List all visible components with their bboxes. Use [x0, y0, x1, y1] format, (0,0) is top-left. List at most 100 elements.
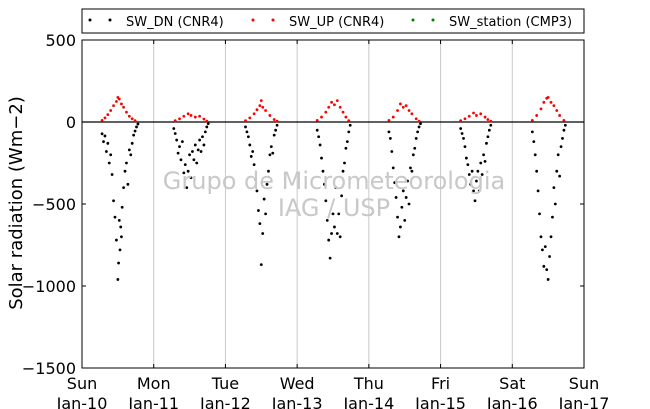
watermark-line-1: Grupo de Micrometeorologia — [163, 167, 505, 195]
data-point — [321, 169, 325, 173]
data-point — [186, 112, 190, 116]
data-point — [257, 209, 260, 212]
data-point — [173, 132, 177, 135]
data-point — [133, 129, 137, 133]
y-tick-label: 500 — [45, 31, 76, 50]
legend-label: SW_DN (CNR4) — [126, 15, 224, 30]
data-point — [120, 205, 124, 209]
data-point — [558, 114, 562, 117]
data-point — [396, 215, 399, 219]
data-point — [543, 245, 547, 249]
data-point — [539, 235, 543, 239]
data-point — [541, 248, 544, 252]
data-point — [189, 176, 193, 180]
data-point — [473, 199, 477, 203]
data-point — [136, 122, 140, 126]
data-point — [115, 100, 118, 103]
data-point — [264, 212, 267, 216]
watermark-line-2: IAG / USP — [278, 194, 390, 222]
data-point — [563, 123, 567, 127]
data-point — [419, 122, 422, 126]
data-point — [107, 161, 111, 165]
data-point — [188, 153, 191, 157]
data-point — [135, 125, 138, 129]
data-point — [185, 186, 189, 190]
data-point — [248, 116, 252, 120]
data-point — [483, 159, 487, 163]
data-point — [549, 100, 553, 104]
data-point — [248, 143, 252, 147]
data-point — [258, 222, 262, 226]
x-tick-label-day: Thu — [353, 374, 384, 393]
x-tick-label-day: Sun — [569, 374, 599, 393]
data-point — [483, 115, 487, 119]
data-point — [546, 96, 550, 99]
data-point — [327, 105, 331, 109]
data-point — [347, 130, 351, 134]
data-point — [470, 169, 474, 173]
data-point — [175, 138, 179, 142]
data-point — [267, 169, 270, 173]
data-point — [269, 145, 273, 149]
data-point — [100, 132, 104, 136]
data-point — [530, 118, 534, 122]
data-point — [265, 182, 269, 186]
y-tick-label: 0 — [66, 113, 76, 132]
x-tick-label-date: Jan-15 — [414, 394, 466, 409]
data-point — [251, 150, 255, 153]
data-point — [172, 127, 176, 130]
x-tick-label-date: Jan-17 — [558, 394, 610, 409]
data-point — [333, 225, 336, 229]
data-point — [272, 118, 276, 121]
data-point — [480, 173, 484, 176]
data-point — [268, 153, 272, 157]
data-point — [338, 105, 342, 109]
y-tick-label: −500 — [32, 195, 76, 214]
data-point — [183, 163, 187, 167]
data-point — [181, 140, 184, 144]
data-point — [459, 127, 463, 130]
data-point — [396, 109, 399, 112]
data-point — [264, 109, 267, 112]
data-point — [486, 135, 490, 139]
data-point — [317, 135, 321, 139]
data-point — [315, 118, 319, 122]
data-point — [104, 150, 108, 153]
data-point — [133, 119, 137, 123]
grid-lines — [153, 40, 513, 368]
data-point — [535, 169, 539, 173]
data-point — [555, 169, 559, 173]
data-point — [325, 219, 329, 222]
data-point — [178, 117, 181, 121]
data-point — [244, 119, 247, 123]
data-point — [202, 143, 206, 147]
data-point — [112, 104, 115, 107]
legend-box — [81, 8, 585, 34]
data-point — [120, 102, 123, 106]
data-point — [249, 155, 253, 158]
data-point — [485, 141, 488, 145]
legend-marker — [271, 18, 275, 22]
data-point — [552, 104, 556, 107]
data-point — [102, 140, 105, 144]
x-tick-label-date: Jan-10 — [56, 394, 108, 409]
data-point — [388, 137, 392, 140]
data-point — [401, 105, 405, 109]
data-point — [393, 181, 397, 185]
data-point — [122, 105, 125, 109]
data-point — [472, 111, 475, 115]
data-point — [548, 255, 551, 258]
x-tick-label-date: Jan-11 — [127, 394, 179, 409]
data-point — [477, 189, 481, 193]
data-point — [460, 132, 464, 135]
x-tick-label-date: Jan-13 — [271, 394, 323, 409]
data-point — [205, 125, 209, 129]
data-point — [120, 235, 123, 239]
data-point — [193, 115, 197, 119]
legend-marker — [251, 18, 255, 22]
data-point — [464, 156, 468, 160]
data-point — [546, 278, 550, 281]
data-point — [259, 263, 263, 267]
data-point — [182, 171, 186, 175]
data-point — [348, 123, 352, 127]
